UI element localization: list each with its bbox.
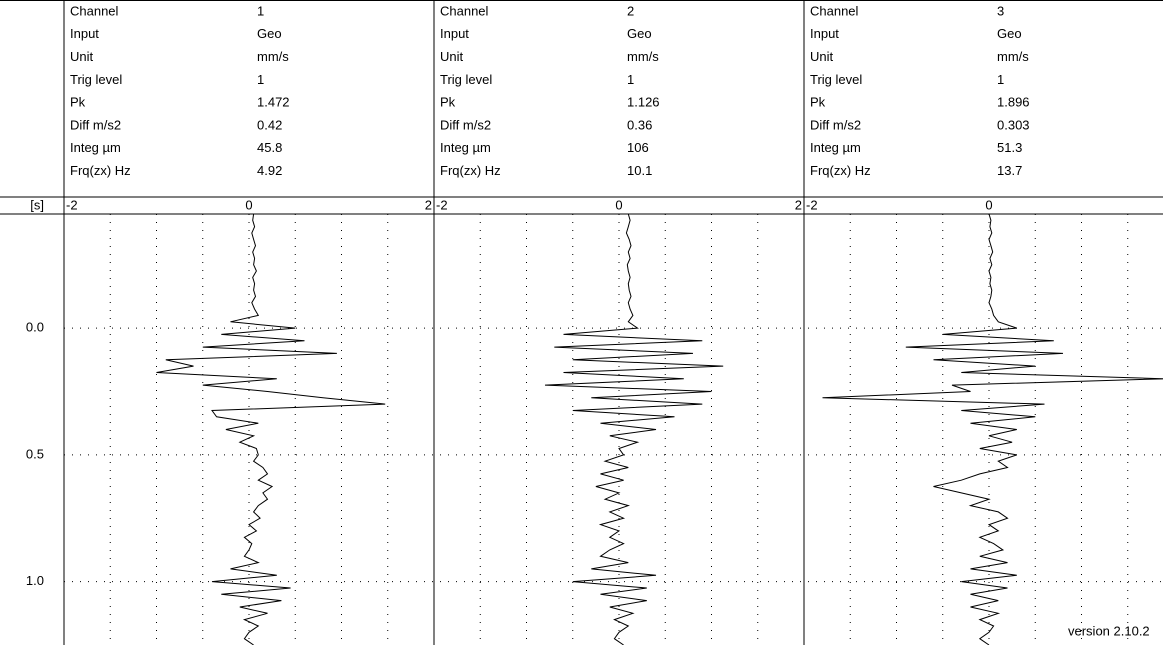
y-tick-label: 1.0 [26, 573, 44, 588]
field-label: Frq(zx) Hz [440, 163, 501, 178]
field-label: Unit [70, 49, 94, 64]
version-label: version 2.10.2 [1068, 623, 1150, 638]
field-value: 3 [997, 3, 1004, 18]
field-value: 0.303 [997, 117, 1030, 132]
field-label: Input [440, 26, 469, 41]
field-label: Channel [440, 3, 489, 18]
x-tick-label: 2 [795, 197, 802, 212]
field-label: Unit [810, 49, 834, 64]
field-label: Input [70, 26, 99, 41]
trace [822, 213, 1163, 645]
x-tick-label: -2 [436, 197, 448, 212]
y-tick-label: 0.5 [26, 446, 44, 461]
field-value: 1.896 [997, 95, 1030, 110]
x-tick-label: -2 [806, 197, 818, 212]
field-label: Input [810, 26, 839, 41]
field-value: 4.92 [257, 163, 282, 178]
field-label: Trig level [440, 72, 492, 87]
x-tick-label: 0 [985, 197, 992, 212]
field-value: 106 [627, 140, 649, 155]
field-value: 0.42 [257, 117, 282, 132]
x-tick-label: 2 [425, 197, 432, 212]
field-value: mm/s [627, 49, 659, 64]
field-value: mm/s [997, 49, 1029, 64]
field-value: Geo [257, 26, 282, 41]
field-value: 51.3 [997, 140, 1022, 155]
field-label: Trig level [70, 72, 122, 87]
field-value: 45.8 [257, 140, 282, 155]
field-label: Frq(zx) Hz [70, 163, 131, 178]
field-label: Diff m/s2 [70, 117, 121, 132]
field-label: Channel [810, 3, 859, 18]
field-label: Pk [810, 95, 826, 110]
trace [156, 213, 386, 645]
field-label: Trig level [810, 72, 862, 87]
field-value: 13.7 [997, 163, 1022, 178]
field-value: Geo [997, 26, 1022, 41]
field-value: 1.126 [627, 95, 660, 110]
field-value: 1 [257, 72, 264, 87]
field-label: Integ µm [440, 140, 491, 155]
field-label: Pk [440, 95, 456, 110]
field-value: 10.1 [627, 163, 652, 178]
x-tick-label: -2 [66, 197, 78, 212]
x-tick-label: 0 [245, 197, 252, 212]
field-value: 1 [257, 3, 264, 18]
field-label: Channel [70, 3, 119, 18]
field-value: 2 [627, 3, 634, 18]
field-label: Pk [70, 95, 86, 110]
field-label: Diff m/s2 [440, 117, 491, 132]
field-label: Diff m/s2 [810, 117, 861, 132]
x-tick-label: 0 [615, 197, 622, 212]
field-value: 1 [627, 72, 634, 87]
field-label: Integ µm [70, 140, 121, 155]
time-axis-label: [s] [30, 197, 44, 212]
field-value: 0.36 [627, 117, 652, 132]
y-tick-label: 0.0 [26, 320, 44, 335]
field-label: Integ µm [810, 140, 861, 155]
field-value: Geo [627, 26, 652, 41]
field-value: 1.472 [257, 95, 290, 110]
field-value: 1 [997, 72, 1004, 87]
field-value: mm/s [257, 49, 289, 64]
trace [544, 213, 724, 645]
field-label: Unit [440, 49, 464, 64]
field-label: Frq(zx) Hz [810, 163, 871, 178]
